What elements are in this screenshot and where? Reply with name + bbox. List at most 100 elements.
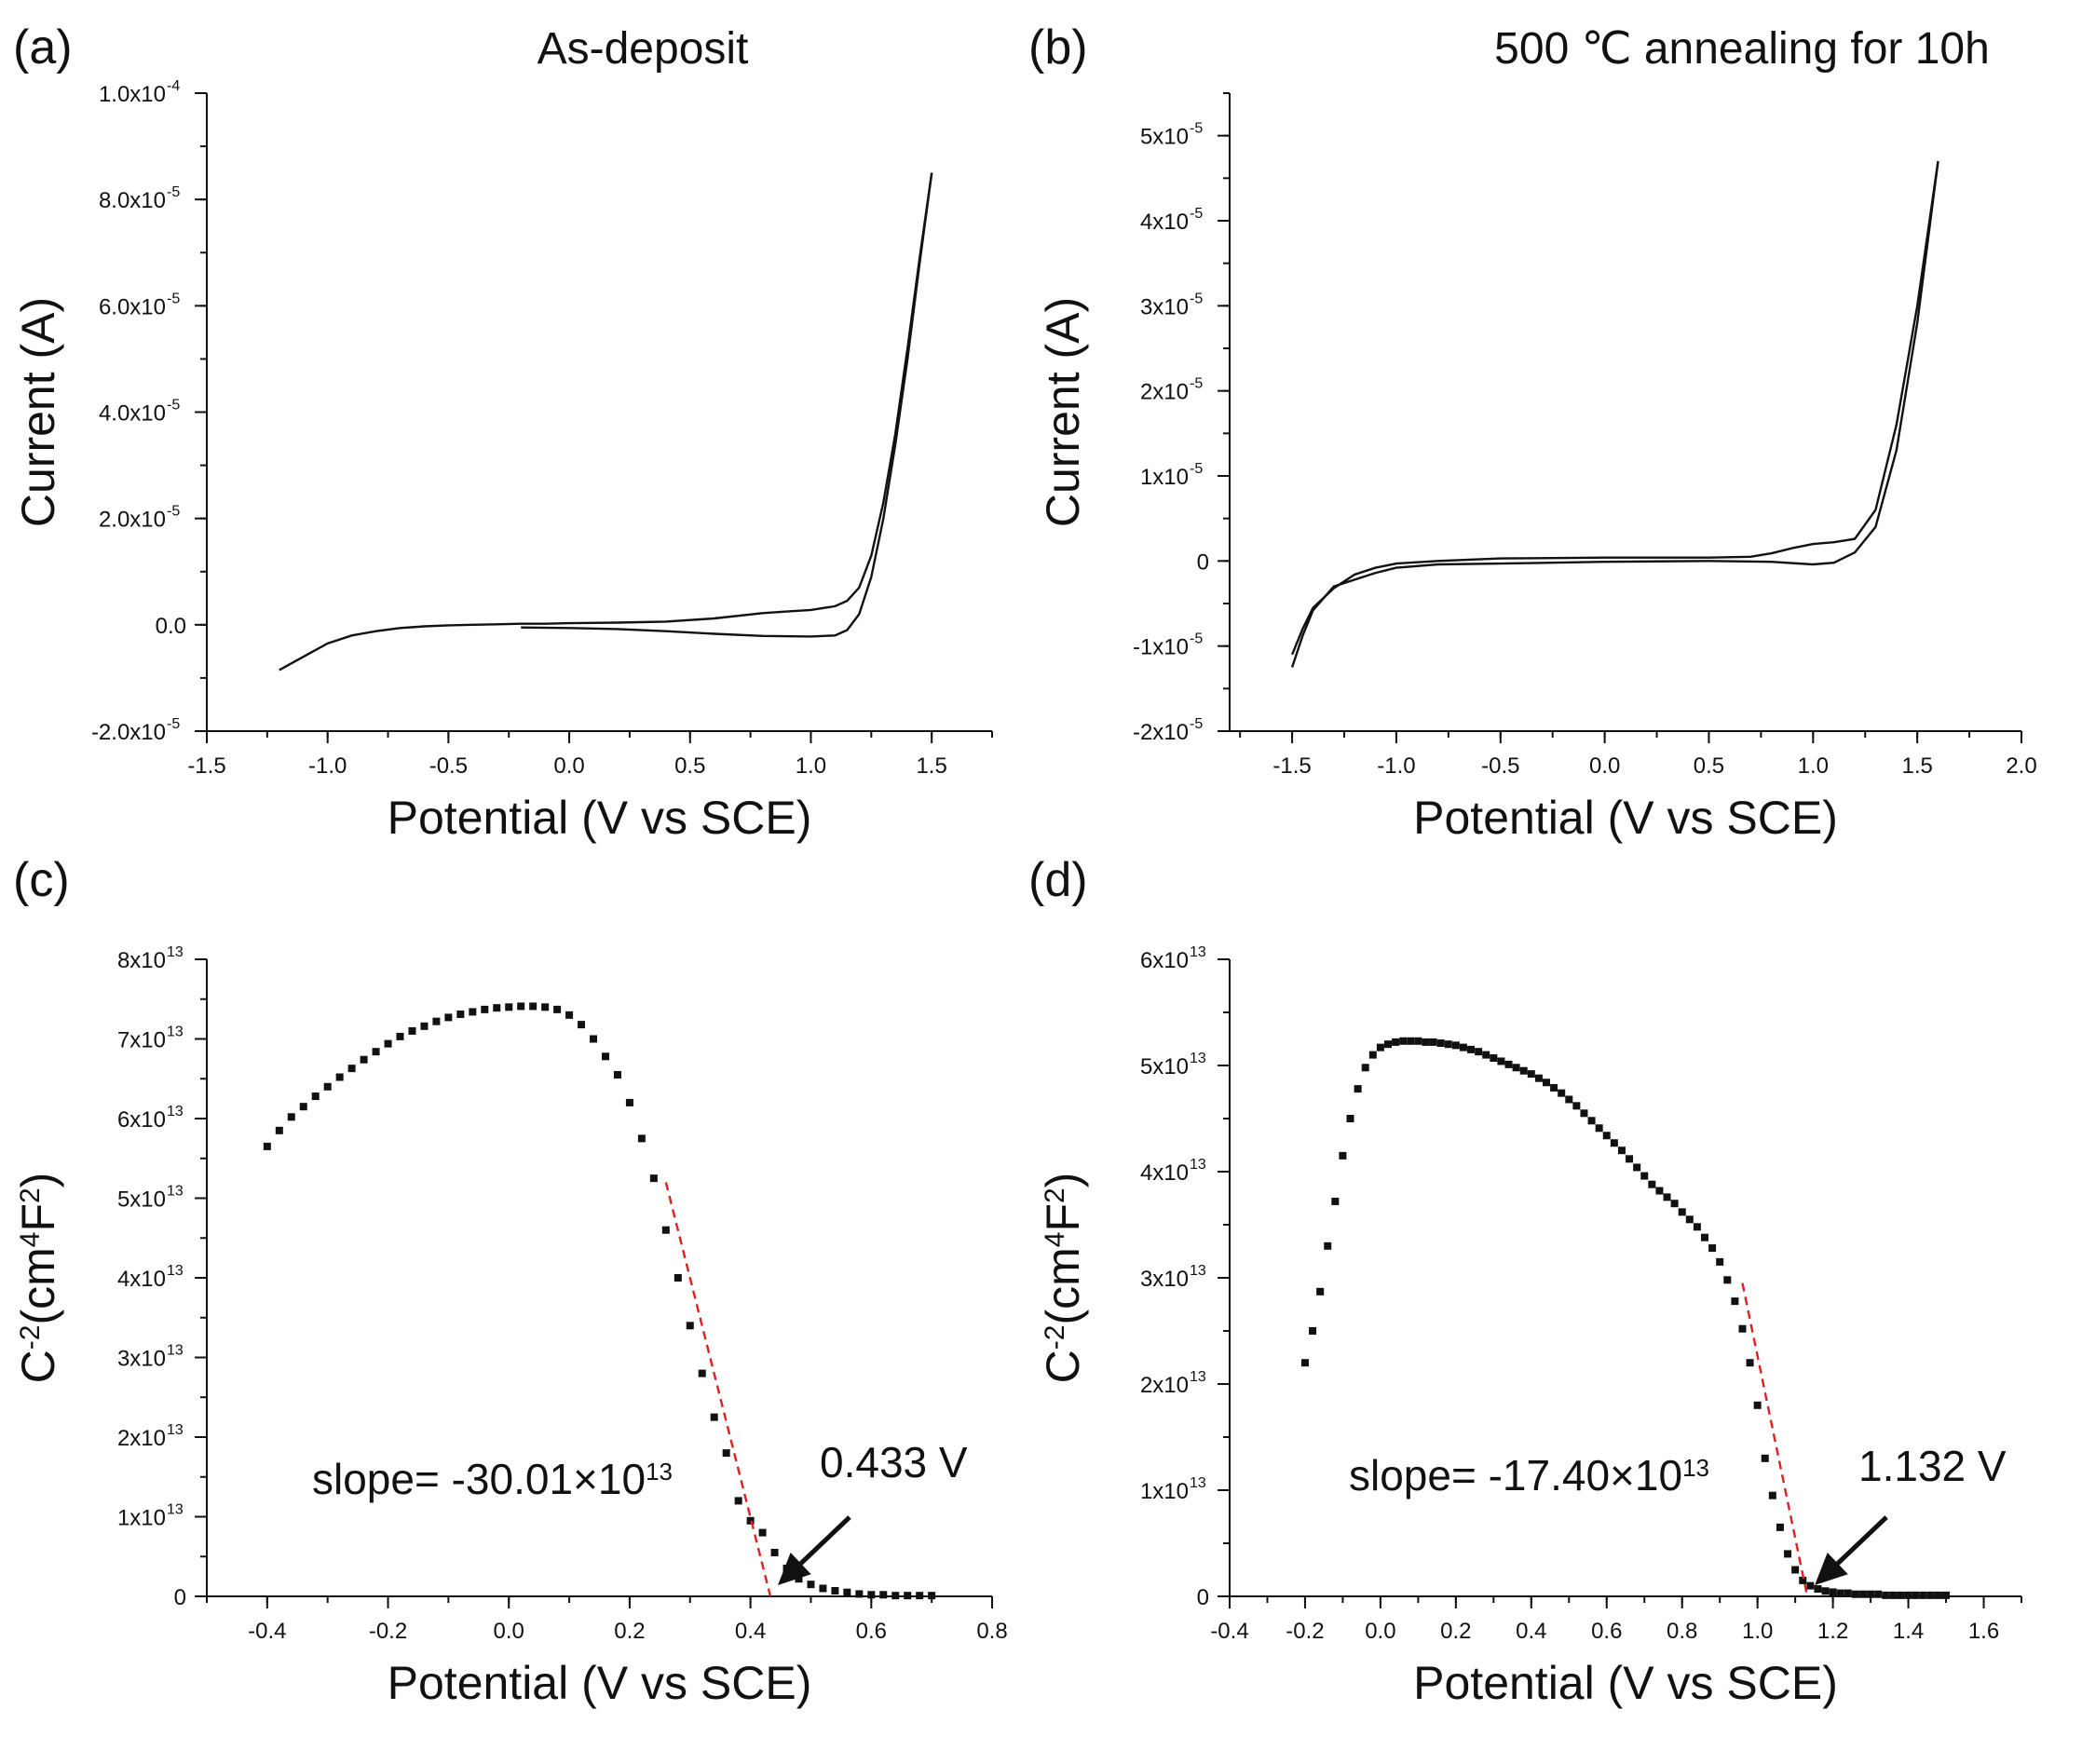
data-point [1799, 1576, 1807, 1584]
data-point [1475, 1048, 1483, 1056]
data-point [637, 1134, 646, 1143]
x-tick-label: -1.0 [308, 753, 347, 779]
data-point [1346, 1115, 1354, 1122]
x-tick-label: 0.6 [856, 1619, 887, 1644]
y-tick-exponent: -5 [1190, 631, 1203, 647]
data-point [1851, 1590, 1859, 1598]
sweep-curve-2 [1290, 160, 1939, 668]
data-point [1897, 1591, 1905, 1599]
x-tick-label: 1.0 [1798, 753, 1829, 779]
data-point [1392, 1038, 1400, 1046]
arrow-head [778, 1552, 811, 1585]
data-point [1331, 1197, 1340, 1205]
y-tick-exponent: 13 [167, 1502, 184, 1518]
data-point [1716, 1257, 1724, 1266]
data-point [335, 1073, 344, 1081]
data-point [505, 1003, 513, 1011]
y-tick-exponent: -5 [1190, 121, 1203, 137]
y-tick-exponent: 13 [1190, 1051, 1206, 1066]
y-tick-label: 5x10 [117, 1187, 166, 1213]
data-point [517, 1002, 525, 1011]
data-point [1361, 1064, 1369, 1072]
x-tick-label: -0.4 [1210, 1619, 1248, 1644]
data-point [1626, 1155, 1634, 1163]
y-tick-label: 5x10 [1140, 1054, 1189, 1079]
y-tick-label: 1x10 [1140, 465, 1189, 490]
y-tick-exponent: 13 [167, 1263, 184, 1279]
x-axis-title: Potential (V vs SCE) [388, 792, 812, 844]
data-point [469, 1008, 477, 1016]
data-point [686, 1322, 694, 1330]
data-point [891, 1592, 900, 1600]
x-axis-title: Potential (V vs SCE) [388, 1657, 812, 1709]
data-point [1617, 1147, 1626, 1155]
data-point [1776, 1523, 1784, 1531]
data-point [1829, 1588, 1837, 1596]
y-tick-label: 3x10 [1140, 1267, 1189, 1292]
y-tick-label: 2x10 [1140, 1373, 1189, 1398]
data-point [1761, 1454, 1769, 1462]
y-tick-label: 2x10 [1140, 380, 1189, 405]
data-point [1904, 1591, 1912, 1599]
data-point [1300, 1359, 1309, 1367]
data-point [1746, 1359, 1754, 1367]
panel-letter: (a) [13, 20, 73, 75]
intercept-value-label: 1.132 V [1858, 1442, 2007, 1490]
y-tick-exponent: 13 [167, 1343, 184, 1359]
y-axis-title: Current (A) [12, 297, 64, 527]
y-tick-label: 4x10 [1140, 1160, 1189, 1186]
data-point [456, 1010, 465, 1018]
x-tick-label: -0.5 [429, 753, 468, 779]
y-tick-exponent: -5 [167, 504, 180, 520]
data-point [1550, 1083, 1558, 1092]
panel-letter: (d) [1028, 853, 1088, 907]
data-point [1376, 1043, 1384, 1052]
y-tick-exponent: 13 [1190, 944, 1206, 960]
arrow-shaft [1830, 1515, 1888, 1571]
x-tick-label: -1.5 [1272, 753, 1311, 779]
data-point [372, 1048, 380, 1056]
data-point [1482, 1051, 1490, 1059]
data-point [1512, 1064, 1520, 1072]
data-point [1429, 1038, 1437, 1046]
y-tick-exponent: -5 [1190, 206, 1203, 222]
data-point [1527, 1070, 1535, 1079]
panel-letter: (b) [1028, 20, 1088, 75]
data-point [601, 1052, 609, 1061]
data-point [807, 1581, 815, 1589]
data-point [360, 1055, 368, 1064]
data-point [1670, 1200, 1679, 1208]
y-tick-label: 8x10 [117, 948, 166, 973]
data-point [1655, 1187, 1664, 1195]
data-point [493, 1004, 501, 1012]
data-point [1836, 1589, 1844, 1597]
y-tick-label: 4x10 [1140, 210, 1189, 235]
y-axis-title-superscript: 2 [15, 1187, 46, 1203]
data-point [1422, 1038, 1430, 1046]
y-tick-label: 1x10 [117, 1506, 166, 1531]
data-point [1753, 1401, 1762, 1409]
data-point [1693, 1223, 1701, 1231]
panel-letter: (c) [13, 853, 70, 907]
x-tick-label: 1.2 [1817, 1619, 1848, 1644]
x-tick-label: -1.5 [187, 753, 225, 779]
y-tick-exponent: 13 [167, 1422, 184, 1438]
x-tick-label: 0.4 [735, 1619, 766, 1644]
data-point [867, 1591, 876, 1599]
y-tick-label: 6x10 [1140, 948, 1189, 973]
y-tick-label: 6x10 [117, 1107, 166, 1133]
y-tick-exponent: 13 [1190, 1475, 1206, 1491]
data-point [396, 1032, 404, 1040]
data-point [1459, 1043, 1467, 1052]
y-tick-label: 0.0 [156, 614, 186, 639]
data-point [1316, 1287, 1325, 1296]
data-point [916, 1592, 924, 1600]
slope-exponent: 13 [646, 1458, 673, 1486]
data-point [1859, 1590, 1867, 1598]
data-point [843, 1588, 851, 1596]
data-point [323, 1082, 332, 1091]
y-tick-exponent: 13 [167, 1184, 184, 1200]
data-point [1399, 1037, 1408, 1045]
x-tick-label: 0.0 [553, 753, 584, 779]
